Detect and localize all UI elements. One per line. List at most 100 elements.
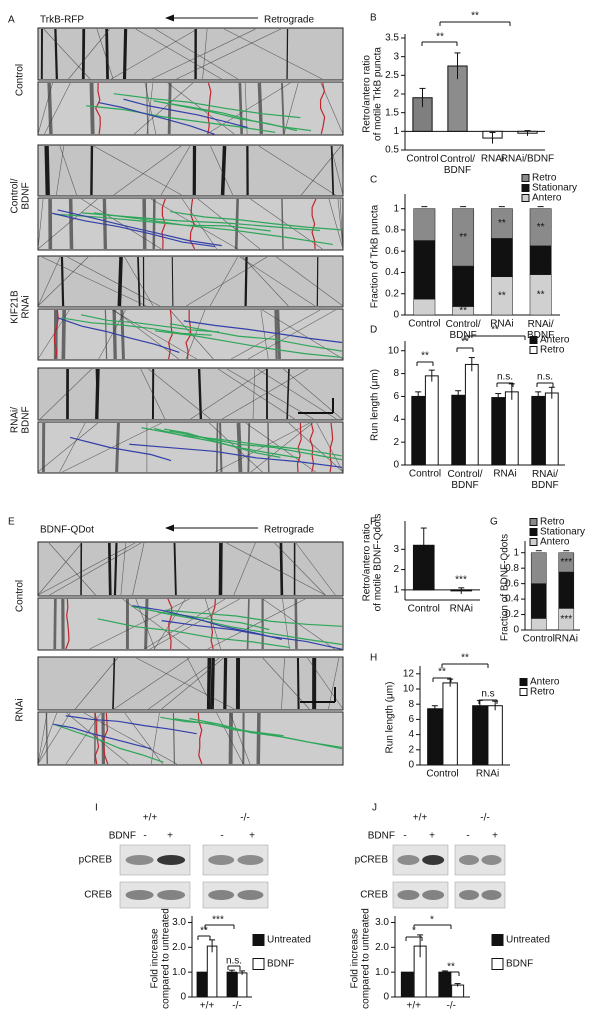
segment-label: ** — [537, 255, 545, 266]
trace-moving — [61, 317, 212, 336]
legend-label: Retro — [540, 345, 565, 356]
moving-streak — [37, 542, 83, 596]
trace-moving — [113, 93, 301, 119]
stationary-streak — [90, 145, 94, 196]
stationary-streak — [220, 145, 227, 196]
moving-streak — [247, 309, 336, 360]
trace-moving — [170, 210, 343, 231]
moving-streak — [49, 542, 142, 596]
stationary-streak — [172, 712, 176, 765]
y-tick-label: 0.5 — [385, 145, 399, 156]
moving-streak — [98, 309, 126, 360]
kymograph — [37, 541, 344, 597]
stationary-streak — [89, 82, 95, 135]
legend-label: Untreated — [506, 935, 550, 946]
y-tick-label: 1 — [393, 585, 399, 596]
blot — [454, 844, 506, 876]
moving-streak — [282, 598, 290, 650]
trace-moving — [54, 213, 271, 232]
moving-streak — [301, 145, 342, 196]
y-tick-label: 0.4 — [505, 594, 519, 605]
y-tick-label: 12 — [403, 668, 415, 679]
stationary-streak — [122, 28, 128, 80]
stationary-streak — [330, 145, 335, 196]
moving-streak — [328, 657, 340, 710]
stationary-streak — [54, 28, 58, 80]
y-axis-label: Run length (μm) — [385, 682, 396, 754]
trace-moving — [65, 715, 197, 735]
trace-moving — [165, 609, 343, 627]
moving-streak — [283, 82, 299, 135]
moving-streak — [140, 368, 166, 420]
condition-label: KIF21BRNAi — [9, 290, 31, 324]
moving-streak — [96, 28, 114, 80]
legend-swatch — [529, 518, 538, 526]
y-tick-label: 0 — [393, 460, 399, 471]
arrow-head — [165, 14, 174, 22]
stationary-streak — [206, 657, 212, 710]
panel-letter: E — [8, 517, 15, 528]
significance-label: ** — [461, 653, 469, 664]
trace-stationary — [65, 598, 70, 650]
moving-streak — [231, 309, 321, 360]
bar — [442, 682, 458, 766]
legend-swatch — [521, 194, 530, 202]
moving-streak — [229, 712, 251, 765]
trace-moving — [183, 320, 343, 344]
moving-streak — [148, 368, 211, 420]
segment-label: *** — [560, 557, 572, 568]
x-tick-label: -/- — [232, 1001, 241, 1012]
genotype-label: -/- — [240, 813, 249, 824]
trace-stationary — [311, 198, 317, 250]
legend-swatch — [491, 958, 504, 970]
trace-moving — [80, 314, 220, 333]
moving-streak — [48, 542, 96, 596]
trace-moving — [169, 323, 343, 352]
panel-letter: B — [370, 13, 377, 24]
y-tick-label: 3 — [393, 544, 399, 555]
stationary-streak — [173, 542, 177, 596]
significance-label: ** — [491, 325, 499, 336]
moving-streak — [258, 145, 336, 196]
y-tick-label: 2.0 — [375, 942, 389, 953]
moving-streak — [151, 28, 256, 80]
x-tick-label: RNAi/BDNF — [531, 469, 558, 491]
trace-stationary — [95, 82, 101, 135]
significance-label: n.s — [481, 689, 494, 700]
x-tick-label: +/+ — [200, 1001, 215, 1012]
bar — [226, 971, 238, 998]
x-tick-label: RNAi/BDNF — [501, 154, 554, 165]
stationary-streak — [107, 542, 112, 596]
blot-band — [125, 855, 154, 865]
stationary-streak — [117, 256, 123, 307]
moving-streak — [257, 368, 337, 420]
trace-stationary — [103, 712, 109, 765]
segment-label: ** — [498, 218, 506, 229]
y-tick-label: 2 — [408, 744, 414, 755]
blot-label: pCREB — [79, 855, 113, 866]
trace-moving — [161, 620, 343, 650]
bar — [196, 971, 208, 998]
blot-band — [422, 890, 445, 900]
bar — [206, 945, 218, 998]
x-tick-label: RNAi — [481, 154, 504, 165]
condition-label: RNAi/BDNF — [9, 406, 31, 433]
stationary-streak — [45, 712, 48, 765]
trace-stationary — [210, 598, 217, 650]
x-tick-label: RNAi — [476, 769, 499, 780]
moving-streak — [124, 712, 163, 765]
blot-label: CREB — [360, 890, 388, 901]
blot-label: CREB — [84, 890, 112, 901]
significance-label: ** — [200, 926, 208, 937]
legend-swatch — [529, 336, 538, 344]
y-tick-label: 1 — [393, 203, 399, 214]
significance-label: * — [412, 926, 416, 937]
moving-streak — [197, 198, 261, 250]
y-tick-label: 0 — [393, 310, 399, 321]
kymograph — [37, 255, 344, 308]
bar — [491, 397, 506, 466]
bar — [400, 971, 414, 998]
arrow-head — [165, 524, 174, 532]
blot-band — [157, 855, 186, 865]
